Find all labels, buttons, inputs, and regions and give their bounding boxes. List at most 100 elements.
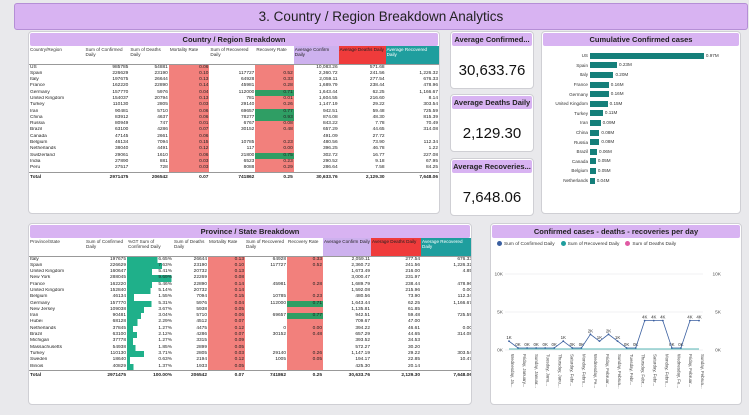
table-row[interactable]: Switzerland 29061 1610 0.06 21800 0.75 302.72 1… (29, 152, 439, 159)
table-row[interactable]: United Kingdom 152840 5.14% 20732 0.14 1,592.… (29, 287, 471, 295)
bar[interactable] (590, 110, 603, 117)
bar[interactable] (590, 91, 609, 98)
table-row[interactable]: Germany 157770 5976 0.04 112000 0.71 1,643.44 6… (29, 89, 439, 96)
bar-row[interactable]: France 0.16M (546, 80, 736, 90)
table-row[interactable]: US 985785 54881 0.06 10,083.26 571.68 (29, 64, 439, 71)
table-cell: 985785 (112, 64, 129, 70)
table-row[interactable]: Netherlands 37845 1.27% 4475 0.12 0 0.00 394.22… (29, 325, 471, 333)
bar[interactable] (590, 167, 596, 174)
table-row[interactable]: Canada 47145 2661 0.06 491.09 27.72 (29, 133, 439, 141)
bar[interactable] (590, 52, 704, 59)
table-cell: 1,673.49 (351, 269, 370, 275)
bar-value-label: 0.05M (597, 167, 611, 173)
bar-row[interactable]: Brazil 0.06M (546, 147, 736, 157)
column-header[interactable]: Average Recovered Daily (421, 238, 471, 257)
bar[interactable] (590, 158, 596, 165)
table-cell: 8088 (243, 165, 255, 171)
column-header[interactable]: %GT Sum of Confirmed Daily (127, 238, 173, 257)
bar-row[interactable]: US 0.97M (546, 51, 736, 61)
table-row[interactable]: Brazil 63100 4286 0.07 30152 0.48 657.29 44.65 3… (29, 127, 439, 134)
table-row[interactable]: Belgium 46134 1.55% 7094 0.15 10785 0.23 480.56… (29, 294, 471, 301)
table-row[interactable]: Germany 157770 5.31% 5976 0.04 112000 0.71 1,64… (29, 300, 471, 307)
table-row[interactable]: New York 288045 9.69% 22269 0.08 3,000.47 231.… (29, 275, 471, 282)
table-row[interactable]: India 27890 881 0.03 6523 0.23 290.52 9.18 67.95 (29, 158, 439, 166)
bar-label: Italy (579, 72, 588, 78)
table-row[interactable]: China 83912 4637 0.06 78277 0.93 874.08 48.30 81… (29, 114, 439, 122)
table-row[interactable]: United Kingdom 154037 20794 0.13 781 0.01 1,60… (29, 95, 439, 103)
legend-recovered[interactable]: Sum of Recovered Daily (560, 241, 619, 247)
table-row[interactable]: Peru 27517 728 0.03 8088 0.29 286.64 7.58 84.25 (29, 165, 439, 173)
bar[interactable] (590, 62, 617, 69)
country-table[interactable]: Country/Region Sum of Confirmed Daily Sum … (29, 46, 439, 183)
table-row[interactable]: Michigan 37778 1.27% 3315 0.09 393.52 34.53 (29, 338, 471, 345)
table-cell: 0.04 (208, 300, 245, 307)
table-cell: 68128 (112, 319, 126, 325)
bar-row[interactable]: Russia 0.08M (546, 137, 736, 147)
bar[interactable] (590, 139, 600, 146)
bar-row[interactable]: Iran 0.09M (546, 118, 736, 128)
bar[interactable] (590, 71, 614, 78)
bar[interactable] (590, 119, 601, 126)
daily-trend-chart[interactable]: 10K 10K 5K 5K 0K 0K 1K 0K 0K 0K 0K 0K 1K 0K 0K 2K 1K 2K 1K… (491, 250, 741, 402)
column-header[interactable]: Province/State (29, 238, 85, 257)
bar-row[interactable]: Germany 0.16M (546, 89, 736, 99)
bar[interactable] (590, 177, 595, 184)
table-row[interactable]: Italy 197675 6.65% 26644 0.13 64928 0.33 2,059.… (29, 256, 471, 263)
table-row[interactable]: Turkey 110130 2805 0.03 29140 0.26 1,147.19 29.… (29, 102, 439, 109)
table-row[interactable]: Belgium 46134 7094 0.15 10785 0.23 480.56 73.90… (29, 140, 439, 147)
column-header[interactable]: Average Confirm Daily (293, 46, 339, 65)
table-row[interactable]: Spain 226629 23190 0.10 117727 0.52 2,360.72 24… (29, 70, 439, 78)
table-row[interactable]: United Kingdom 160647 5.41% 20732 0.13 1,673.… (29, 269, 471, 276)
cumulative-bar-chart[interactable]: US 0.97M Spain 0.23M Italy 0.20M France 0.16M Ge… (542, 46, 740, 185)
bar-row[interactable]: United Kingdom 0.15M (546, 99, 736, 109)
bar[interactable] (590, 100, 608, 107)
column-header[interactable]: Mortality Rate (208, 238, 245, 257)
column-header[interactable]: Mortality Rate (168, 46, 210, 65)
table-row[interactable]: Hubei 68128 2.29% 4512 0.07 709.67 47.00 (29, 319, 471, 326)
table-row[interactable]: Brazil 63100 2.12% 4286 0.07 30152 0.48 657.29 4… (29, 332, 471, 339)
legend-confirmed[interactable]: Sum of Confirmed Daily (497, 241, 555, 247)
bar-row[interactable]: Canada 0.05M (546, 157, 736, 167)
province-table[interactable]: Province/State Sum of Confirmed Daily %GT … (29, 238, 471, 381)
table-row[interactable]: Netherlands 38040 4491 0.12 117 0.00 396.25 46.… (29, 146, 439, 153)
bar-row[interactable]: Netherlands 0.04M (546, 176, 736, 186)
bar[interactable] (590, 81, 609, 88)
bar-row[interactable]: China 0.08M (546, 128, 736, 138)
bar-track: 0.05M (590, 167, 736, 174)
table-row[interactable]: Spain 226629 7.63% 23190 0.10 117727 0.52 2,360… (29, 262, 471, 270)
column-header[interactable]: Sum of Deaths Daily (173, 238, 208, 257)
column-header[interactable]: Average Recovered Daily (385, 46, 439, 65)
table-row[interactable]: Massachusetts 54938 1.85% 2899 0.05 572.27 30.… (29, 344, 471, 351)
table-cell (287, 269, 323, 276)
table-row[interactable]: Sweden 18640 0.63% 2194 0.12 1005 0.05 194.17 22… (29, 357, 471, 364)
table-row[interactable]: Italy 197675 26644 0.13 64928 0.33 2,059.11 277… (29, 77, 439, 84)
bar-row[interactable]: Belgium 0.05M (546, 166, 736, 176)
table-row[interactable]: New Jersey 109038 3.67% 5938 0.05 1,135.81 61.… (29, 306, 471, 314)
table-cell: 73.90 (407, 294, 420, 300)
column-header[interactable]: Recovery Rate (287, 238, 323, 257)
column-header[interactable]: Sum of Confirmed Daily (84, 46, 130, 65)
bar[interactable] (590, 148, 598, 155)
table-row[interactable]: Iran 90481 3.04% 5710 0.06 69657 0.77 942.51 59.… (29, 313, 471, 320)
table-row[interactable]: Iran 90481 5710 0.06 69657 0.77 942.51 59.48 725… (29, 108, 439, 115)
table-row[interactable]: Turkey 110130 3.71% 2805 0.03 29140 0.26 1,147.… (29, 350, 471, 358)
column-header[interactable]: Average Confirm Daily (323, 238, 371, 257)
column-header[interactable]: Sum of Recovered Daily (245, 238, 287, 257)
table-row[interactable]: Russia 80949 747 0.01 6767 0.08 843.22 7.78 70.4… (29, 121, 439, 128)
bar[interactable] (590, 129, 600, 136)
bar-row[interactable]: Italy 0.20M (546, 70, 736, 80)
table-row[interactable]: Illinois 40829 1.37% 1933 0.05 425.30 20.14 (29, 363, 471, 371)
table-row[interactable]: France 162220 22890 0.14 45981 0.28 1,689.79 23… (29, 83, 439, 90)
column-header[interactable]: Sum of Confirmed Daily (85, 238, 127, 257)
bar-row[interactable]: Spain 0.23M (546, 61, 736, 71)
column-header[interactable]: Average Deaths Daily (338, 46, 386, 65)
bar-row[interactable]: Turkey 0.11M (546, 109, 736, 119)
column-header[interactable]: Average Deaths Daily (371, 238, 421, 257)
column-header[interactable]: Recovery Rate (255, 46, 294, 65)
column-header[interactable]: Sum of Recovered Daily (209, 46, 256, 65)
table-cell: 0.28 (287, 281, 323, 288)
table-row[interactable]: France 162220 5.46% 22890 0.14 45981 0.28 1,689… (29, 281, 471, 288)
legend-deaths[interactable]: Sum of Deaths Daily (625, 241, 676, 247)
column-header[interactable]: Country/Region (29, 46, 85, 65)
column-header[interactable]: Sum of Deaths Daily (129, 46, 169, 65)
